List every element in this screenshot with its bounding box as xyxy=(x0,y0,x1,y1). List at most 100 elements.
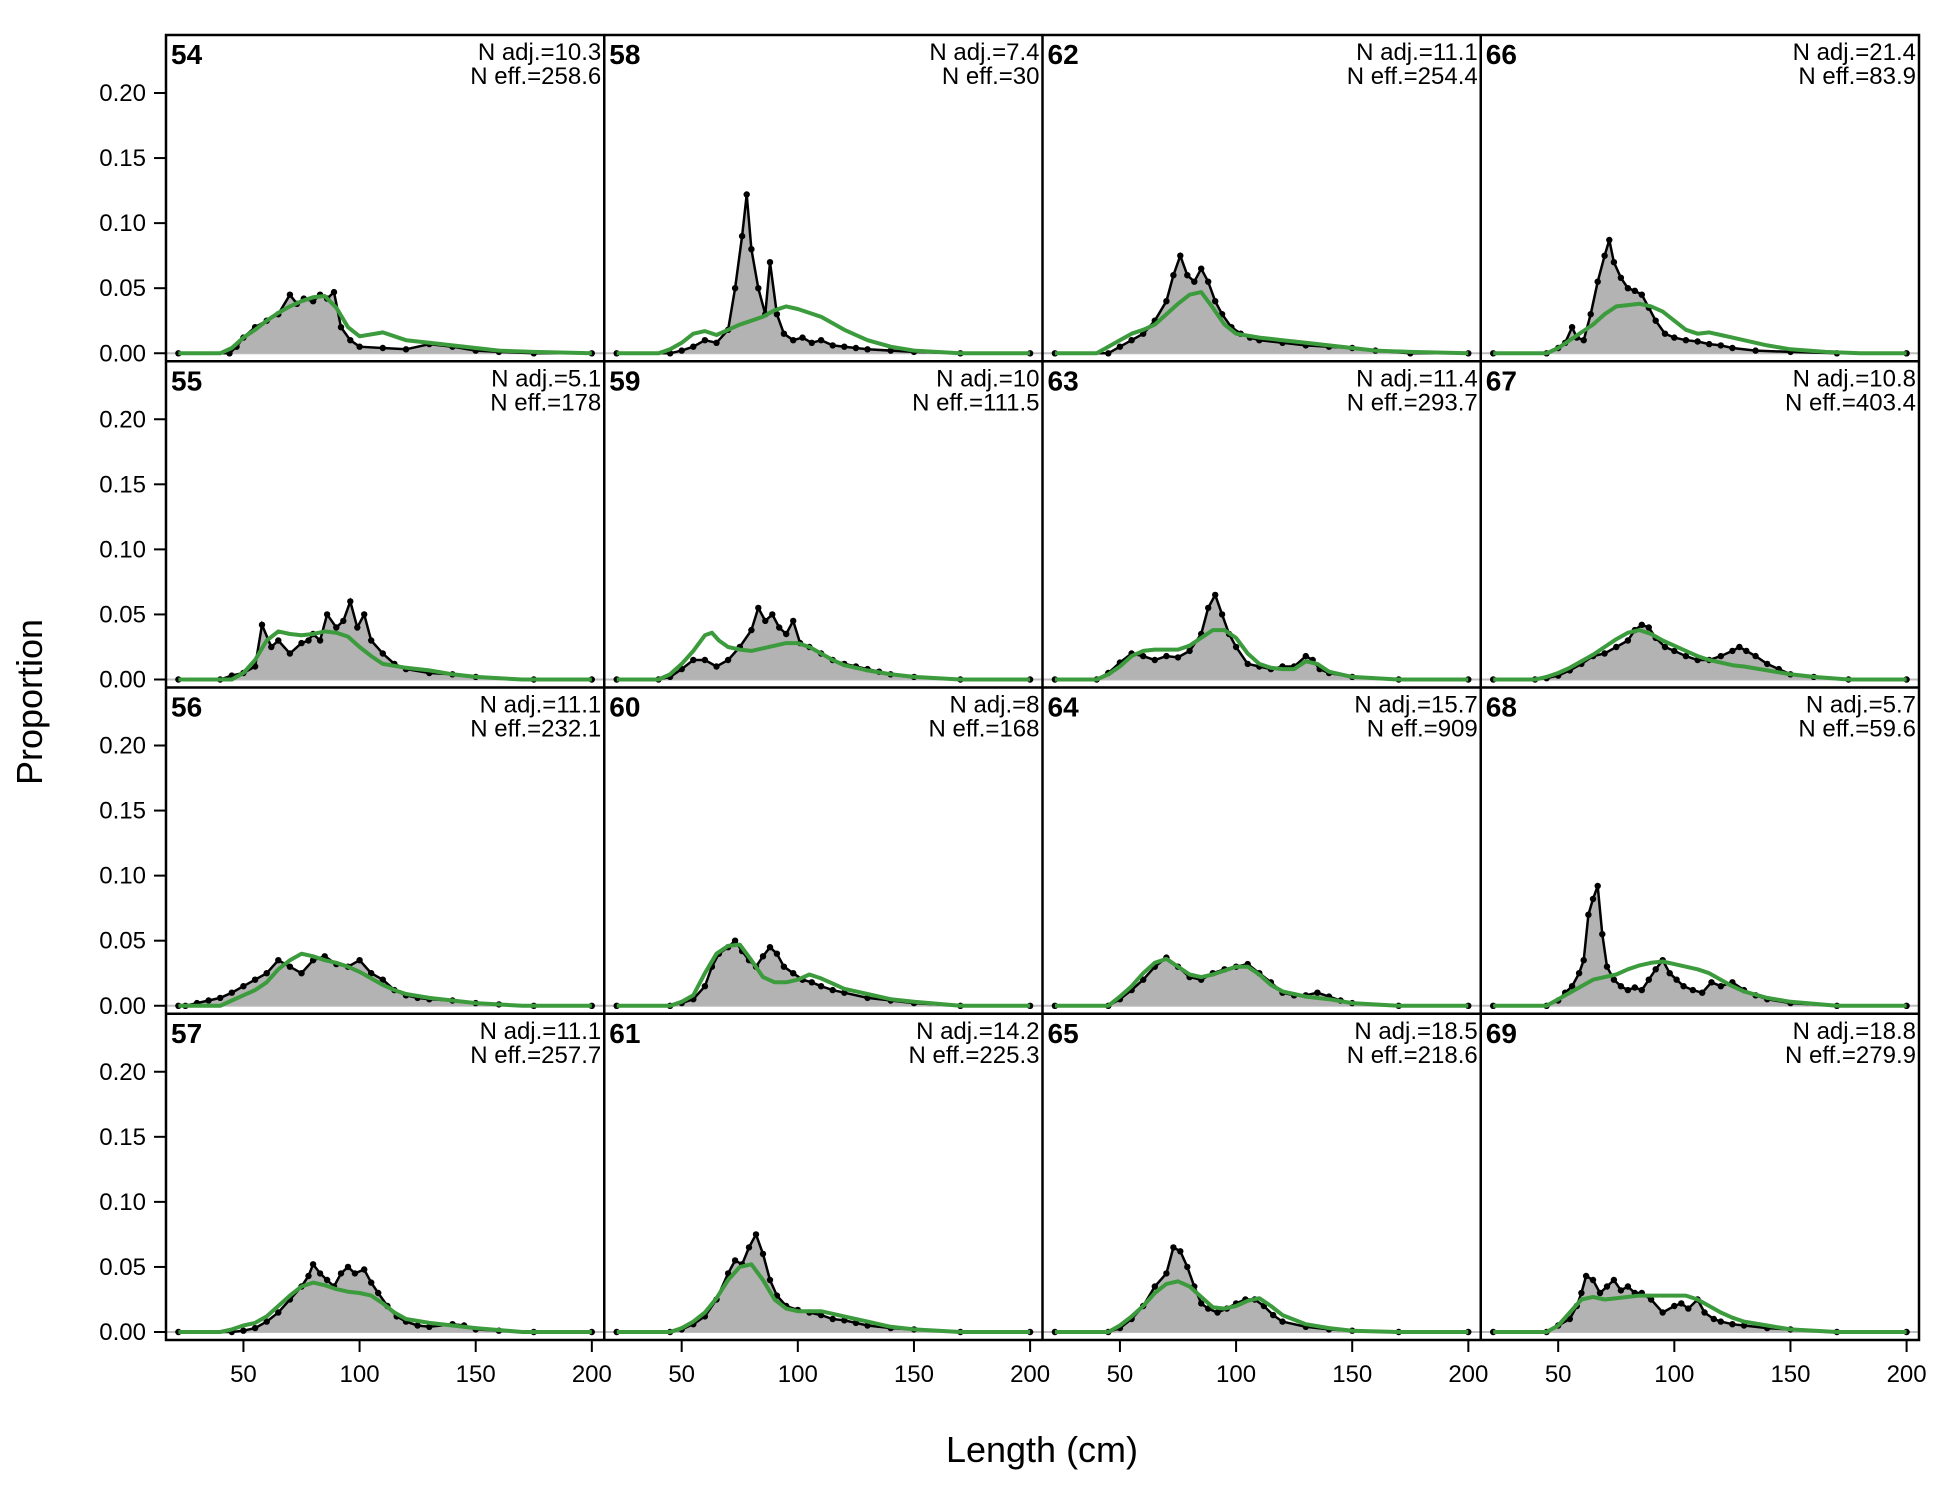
observed-area xyxy=(178,601,592,680)
observed-point xyxy=(1666,970,1673,977)
observed-point xyxy=(1177,252,1184,259)
n-eff-label: N eff.=111.5 xyxy=(912,389,1039,416)
observed-point xyxy=(724,656,732,664)
observed-point xyxy=(1701,1309,1708,1316)
observed-point xyxy=(1603,1283,1611,1290)
observed-point xyxy=(790,617,797,625)
y-tick-label: 0.05 xyxy=(99,275,146,302)
observed-point xyxy=(1624,986,1632,994)
observed-point xyxy=(1186,647,1193,655)
observed-point xyxy=(1699,989,1706,996)
observed-area xyxy=(178,1264,592,1332)
observed-point xyxy=(1729,344,1736,352)
observed-point xyxy=(817,983,825,990)
observed-point xyxy=(1610,1276,1618,1284)
x-tick-label: 50 xyxy=(230,1361,257,1388)
observed-point xyxy=(1624,637,1632,644)
observed-point xyxy=(701,983,709,990)
observed-point xyxy=(1706,340,1713,348)
y-tick-label: 0.20 xyxy=(99,80,146,107)
observed-point xyxy=(690,343,697,350)
observed-point xyxy=(1601,252,1608,259)
observed-point xyxy=(275,957,282,964)
observed-point xyxy=(1717,342,1725,349)
observed-point xyxy=(690,656,697,664)
observed-point xyxy=(1170,272,1177,279)
observed-point xyxy=(1177,1248,1184,1255)
n-eff-label: N eff.=257.7 xyxy=(470,1042,601,1069)
observed-point xyxy=(1596,1289,1604,1297)
observed-point xyxy=(755,285,762,292)
observed-point xyxy=(1652,966,1659,973)
panel-56: 56 N adj.=11.1N eff.=232.1 xyxy=(166,692,605,1009)
y-tick-label: 0.15 xyxy=(99,798,146,825)
panels-layer: 54 N adj.=10.3N eff.=258.655 N adj.=5.1N e… xyxy=(166,39,1919,1336)
x-tick-label: 150 xyxy=(1332,1361,1372,1388)
observed-point xyxy=(1578,1289,1585,1297)
n-adj-label: N adj.=5.7 xyxy=(1806,692,1916,719)
y-tick-label: 0.05 xyxy=(99,928,146,955)
n-eff-label: N eff.=59.6 xyxy=(1798,716,1916,743)
observed-point xyxy=(817,337,825,344)
n-eff-label: N eff.=168 xyxy=(929,716,1040,743)
y-tick-label: 0.10 xyxy=(99,536,146,563)
observed-point xyxy=(1740,1322,1748,1329)
observed-point xyxy=(1729,647,1736,655)
panel-60: 60 N adj.=8N eff.=168 xyxy=(604,692,1043,1009)
observed-point xyxy=(1743,647,1750,655)
observed-point xyxy=(1617,1287,1625,1294)
observed-point xyxy=(738,232,746,240)
y-tick-label: 0.10 xyxy=(99,210,146,237)
x-tick-label: 200 xyxy=(572,1361,612,1388)
y-tick-label: 0.00 xyxy=(99,993,146,1020)
observed-point xyxy=(258,621,266,628)
x-tick-label: 100 xyxy=(340,1361,380,1388)
observed-point xyxy=(1279,1318,1286,1325)
expected-line xyxy=(178,1280,592,1334)
observed-point xyxy=(1601,650,1608,657)
observed-point xyxy=(1606,236,1613,244)
observed-point xyxy=(1184,272,1191,279)
observed-point xyxy=(1568,324,1576,331)
observed-point xyxy=(414,1322,421,1329)
observed-point xyxy=(1198,1300,1205,1307)
observed-point xyxy=(1205,278,1212,285)
panel-id-label: 66 xyxy=(1486,39,1517,70)
n-adj-label: N adj.=11.1 xyxy=(1356,39,1478,66)
observed-point xyxy=(773,950,781,957)
observed-point xyxy=(1610,259,1618,266)
observed-point xyxy=(713,339,720,346)
n-adj-label: N adj.=18.5 xyxy=(1354,1018,1477,1045)
observed-point xyxy=(1589,895,1597,903)
y-tick-label: 0.15 xyxy=(99,145,146,172)
observed-point xyxy=(1624,285,1632,292)
observed-point xyxy=(1587,311,1594,318)
observed-point xyxy=(316,637,324,644)
observed-point xyxy=(766,944,774,951)
observed-point xyxy=(1302,652,1310,660)
panel-id-label: 56 xyxy=(171,692,202,723)
observed-point xyxy=(275,1309,282,1316)
x-tick-label: 50 xyxy=(1107,1361,1134,1388)
observed-point xyxy=(748,626,755,634)
observed-point xyxy=(309,1261,317,1268)
observed-point xyxy=(1631,984,1639,991)
expected-line xyxy=(1493,628,1907,682)
x-tick-label: 150 xyxy=(894,1361,934,1388)
observed-point xyxy=(1589,1276,1597,1284)
n-adj-label: N adj.=7.4 xyxy=(929,39,1039,66)
observed-area xyxy=(178,292,592,354)
observed-point xyxy=(368,970,375,977)
panel-65: 65 N adj.=18.5N eff.=218.6 xyxy=(1042,1018,1481,1336)
panel-id-label: 55 xyxy=(171,365,202,396)
expected-line xyxy=(178,629,592,682)
observed-point xyxy=(1752,652,1759,660)
observed-point xyxy=(1717,652,1725,660)
observed-point xyxy=(766,1276,774,1284)
observed-point xyxy=(286,650,294,657)
observed-point xyxy=(773,311,781,318)
observed-point xyxy=(808,979,815,986)
observed-area xyxy=(1493,886,1907,1006)
observed-point xyxy=(323,1276,331,1284)
